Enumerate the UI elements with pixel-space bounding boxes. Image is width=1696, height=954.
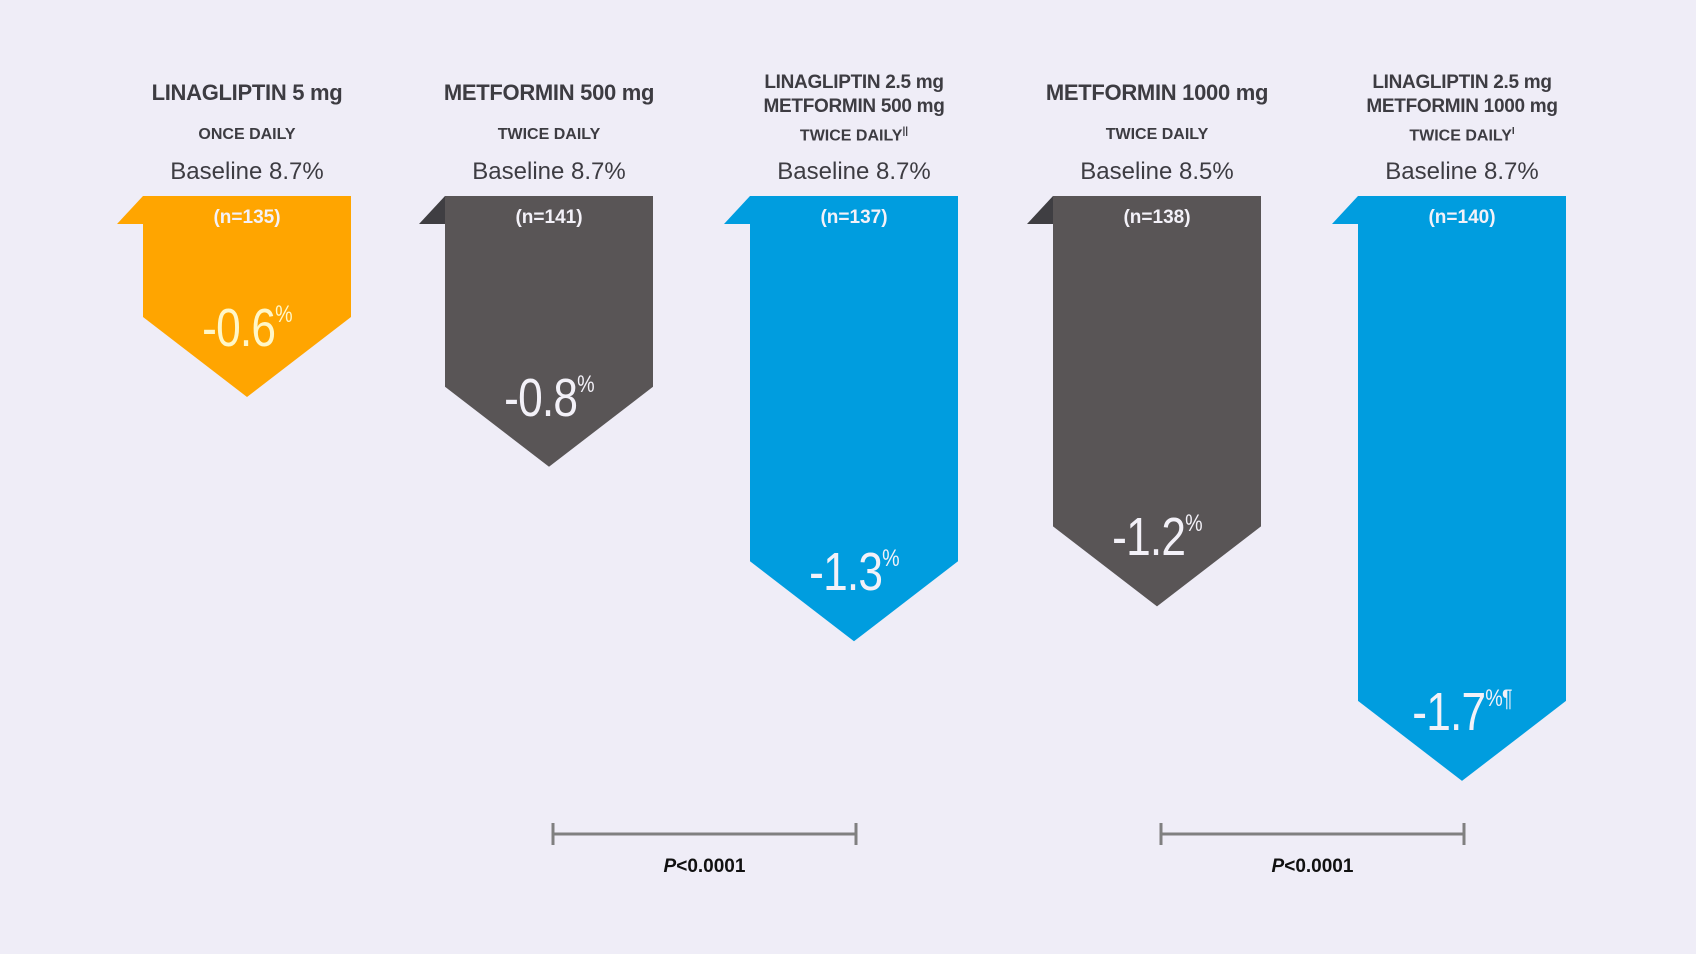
value-label: -0.8% [418,367,680,429]
dosing-text: TWICE DAILY [799,127,903,145]
arm-title-line: METFORMIN 500 mg [443,80,655,105]
p-symbol: P [663,856,677,877]
sample-size-label: (n=141) [515,207,583,228]
arm-title: LINAGLIPTIN 5 mg [87,80,407,105]
dosing-text: ONCE DAILY [198,126,296,143]
arrow-tab [419,196,445,224]
sample-size-label: (n=137) [820,207,888,228]
dosing-footnote: I [1511,126,1515,137]
dosing-footnote: || [902,126,909,137]
dosing-label: TWICE DAILY [389,126,709,144]
value-label: -0.6% [116,297,378,359]
baseline-label: Baseline 8.5% [1080,158,1234,185]
arrow-bar [1358,196,1566,781]
baseline-label: Baseline 8.7% [1385,158,1539,185]
p-value-text: <0.0001 [1284,856,1354,877]
dosing-label: ONCE DAILY [87,126,407,144]
arrow-tab [117,196,143,224]
sample-size-label: (n=140) [1428,207,1496,228]
value-unit: % [882,545,900,573]
arrow-tab [1027,196,1053,224]
arrow-bar [1053,196,1261,607]
value-number: -0.6 [202,298,276,358]
arrow-bar [143,196,351,397]
value-footnote: ¶ [1501,684,1513,712]
arm-title: LINAGLIPTIN 2.5 mg METFORMIN 500 mg [694,71,1014,119]
arrow-tab [724,196,750,224]
arm-title: LINAGLIPTIN 2.5 mg METFORMIN 1000 mg [1302,71,1622,119]
arrow-bar [750,196,958,642]
arm-title: METFORMIN 1000 mg [997,80,1317,105]
baseline-label: Baseline 8.7% [777,158,931,185]
arm-title: METFORMIN 500 mg [389,80,709,105]
value-label: -1.3% [723,541,985,603]
arm-title-line: METFORMIN 1000 mg [1045,80,1269,105]
dosing-label: TWICE DAILY|| [694,126,1014,145]
arm-title-line: LINAGLIPTIN 2.5 mg [764,72,944,93]
value-number: -1.2 [1112,507,1186,568]
dosing-label: TWICE DAILY [997,126,1317,144]
arrow-tab [1332,196,1358,224]
arm-title-line: LINAGLIPTIN 5 mg [151,80,343,105]
value-unit: % [1485,684,1503,712]
value-number: -1.7 [1412,681,1486,742]
sample-size-label: (n=135) [213,207,281,228]
sample-size-label: (n=138) [1123,207,1191,228]
dosing-label: TWICE DAILYI [1302,126,1622,145]
p-value-label: P<0.0001 [605,856,805,878]
p-value-label: P<0.0001 [1213,856,1413,878]
value-label: -1.7%¶ [1331,681,1593,743]
arm-title-line: METFORMIN 1000 mg [1366,96,1558,117]
p-symbol: P [1271,856,1285,877]
value-unit: % [577,370,595,398]
value-label: -1.2% [1026,506,1288,568]
baseline-label: Baseline 8.7% [472,158,626,185]
p-value-text: <0.0001 [676,856,746,877]
arm-title-line: METFORMIN 500 mg [763,96,945,117]
baseline-label: Baseline 8.7% [170,158,324,185]
dosing-text: TWICE DAILY [1409,127,1512,145]
value-unit: % [1185,510,1203,538]
value-number: -0.8 [504,367,578,428]
arrow-bar [445,196,653,467]
dosing-text: TWICE DAILY [497,126,601,143]
dosing-text: TWICE DAILY [1105,126,1209,143]
value-number: -1.3 [809,542,883,603]
value-unit: % [275,301,293,328]
arm-title-line: LINAGLIPTIN 2.5 mg [1372,72,1552,93]
